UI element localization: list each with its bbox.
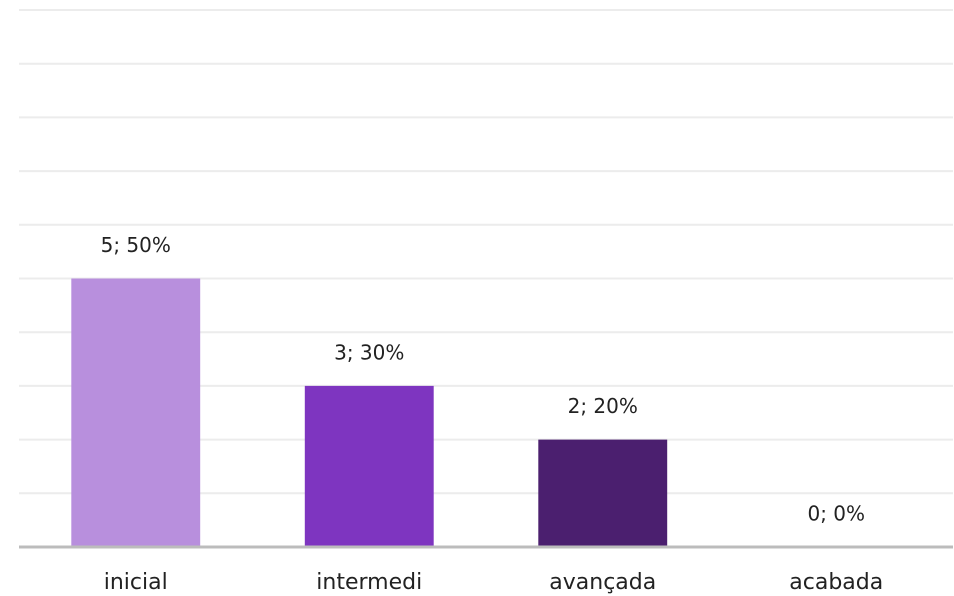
bar [538, 439, 668, 547]
x-tick-label: intermedi [316, 570, 422, 595]
value-label: 2; 20% [568, 394, 638, 418]
bar [304, 385, 434, 547]
value-label: 3; 30% [334, 340, 404, 364]
bar [71, 278, 201, 547]
x-tick-label: inicial [104, 570, 168, 595]
value-label: 5; 50% [101, 233, 171, 257]
value-label: 0; 0% [807, 502, 865, 526]
x-tick-label: acabada [789, 570, 883, 595]
x-tick-label: avançada [549, 570, 656, 595]
